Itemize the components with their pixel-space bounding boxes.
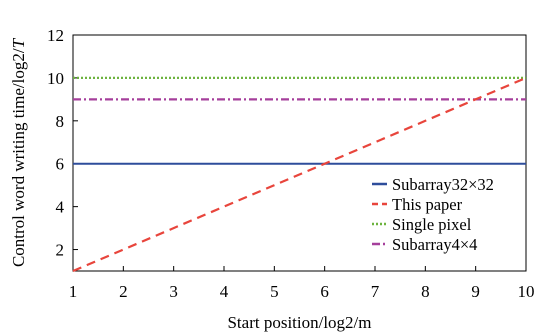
x-tick-label: 3 <box>169 282 178 301</box>
y-tick-label: 12 <box>47 26 64 45</box>
y-tick-label: 2 <box>56 241 65 260</box>
x-tick-label: 10 <box>518 282 535 301</box>
plot-area <box>72 34 527 272</box>
legend-label: Subarray4×4 <box>392 235 477 254</box>
y-tick-label: 10 <box>47 69 64 88</box>
y-axis-label: Control word writing time/log2/T <box>9 37 28 267</box>
legend-label: Subarray32×32 <box>392 175 494 194</box>
y-axis-label-main: Control word writing time/log2/ <box>9 48 28 267</box>
series-line <box>72 76 527 273</box>
y-tick-label: 4 <box>56 198 65 217</box>
x-tick-label: 6 <box>320 282 329 301</box>
x-tick-label: 7 <box>371 282 380 301</box>
y-axis-label-italic: T <box>9 37 28 48</box>
y-tick-label: 8 <box>56 112 65 131</box>
y-tick-label: 6 <box>56 155 65 174</box>
x-tick-label: 2 <box>119 282 128 301</box>
x-tick-label: 4 <box>220 282 229 301</box>
x-axis: 1 2 3 4 5 6 7 8 9 10 <box>69 266 535 301</box>
legend-label: Single pixel <box>392 215 472 234</box>
series-lines <box>72 76 527 273</box>
legend-label: This paper <box>392 195 463 214</box>
x-tick-label: 9 <box>471 282 480 301</box>
x-axis-label: Start position/log2/m <box>227 313 371 332</box>
x-tick-label: 1 <box>69 282 78 301</box>
y-axis: 2 4 6 8 10 12 <box>47 26 78 260</box>
x-tick-label: 5 <box>270 282 279 301</box>
x-tick-label: 8 <box>421 282 430 301</box>
